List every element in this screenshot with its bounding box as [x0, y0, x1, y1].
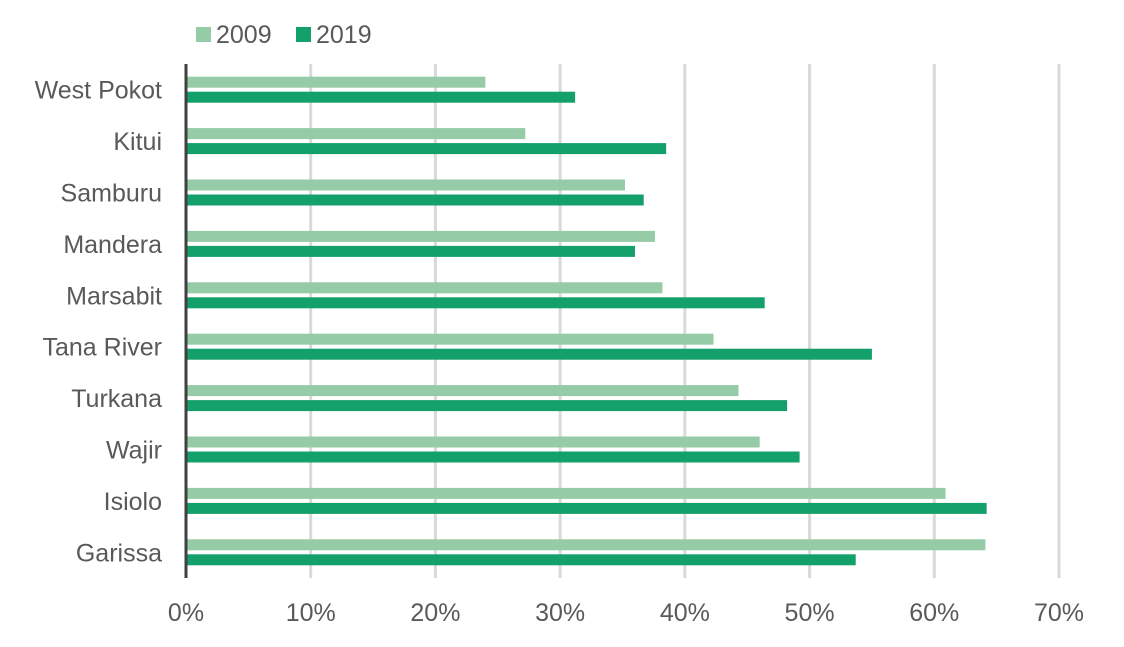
bar-2019-isiolo	[186, 502, 987, 514]
legend-swatch-2019	[296, 27, 311, 42]
category-label: Garissa	[76, 539, 162, 567]
bar-2009-isiolo	[186, 487, 946, 499]
bar-2009-mandera	[186, 230, 655, 242]
bar-2009-garissa	[186, 539, 986, 551]
bar-2019-garissa	[186, 554, 856, 566]
bar-2019-west-pokot	[186, 91, 576, 103]
x-tick-labels: 0% 10% 20% 30% 40% 50% 60% 70%	[168, 599, 1084, 627]
x-tick-label: 0%	[168, 599, 204, 627]
bars	[186, 76, 987, 566]
bar-2009-kitui	[186, 128, 526, 140]
x-tick-label: 20%	[410, 599, 460, 627]
bar-2019-samburu	[186, 194, 644, 206]
bar-2019-marsabit	[186, 297, 765, 309]
gridlines	[309, 64, 1061, 578]
bar-2009-marsabit	[186, 282, 663, 294]
legend-swatch-2009	[196, 27, 211, 42]
x-tick-label: 50%	[785, 599, 835, 627]
category-label: Marsabit	[66, 282, 162, 310]
category-label: Wajir	[106, 437, 162, 465]
category-labels: West Pokot Kitui Samburu Mandera Marsabit Tan…	[35, 77, 162, 568]
x-tick-label: 40%	[660, 599, 710, 627]
category-label: Tana River	[43, 334, 163, 362]
legend-label-2019: 2019	[316, 21, 372, 49]
legend: 2009 2019	[196, 21, 372, 49]
bar-2009-wajir	[186, 436, 760, 448]
category-label: Kitui	[113, 128, 162, 156]
bar-2019-turkana	[186, 400, 788, 412]
bar-2009-turkana	[186, 385, 739, 397]
category-label: Turkana	[71, 385, 162, 413]
x-tick-label: 70%	[1034, 599, 1084, 627]
category-label: Samburu	[61, 180, 162, 208]
bar-2009-tana-river	[186, 333, 714, 345]
legend-label-2009: 2009	[216, 21, 272, 49]
bar-2009-west-pokot	[186, 76, 486, 88]
bar-2019-mandera	[186, 245, 635, 257]
category-label: Mandera	[63, 231, 162, 259]
x-tick-label: 60%	[909, 599, 959, 627]
bar-2019-tana-river	[186, 348, 872, 360]
category-label: Isiolo	[104, 488, 162, 516]
x-tick-label: 30%	[535, 599, 585, 627]
x-tick-label: 10%	[286, 599, 336, 627]
category-label: West Pokot	[35, 77, 162, 105]
bar-2019-kitui	[186, 143, 667, 155]
bar-2009-samburu	[186, 179, 625, 191]
bar-2019-wajir	[186, 451, 800, 463]
